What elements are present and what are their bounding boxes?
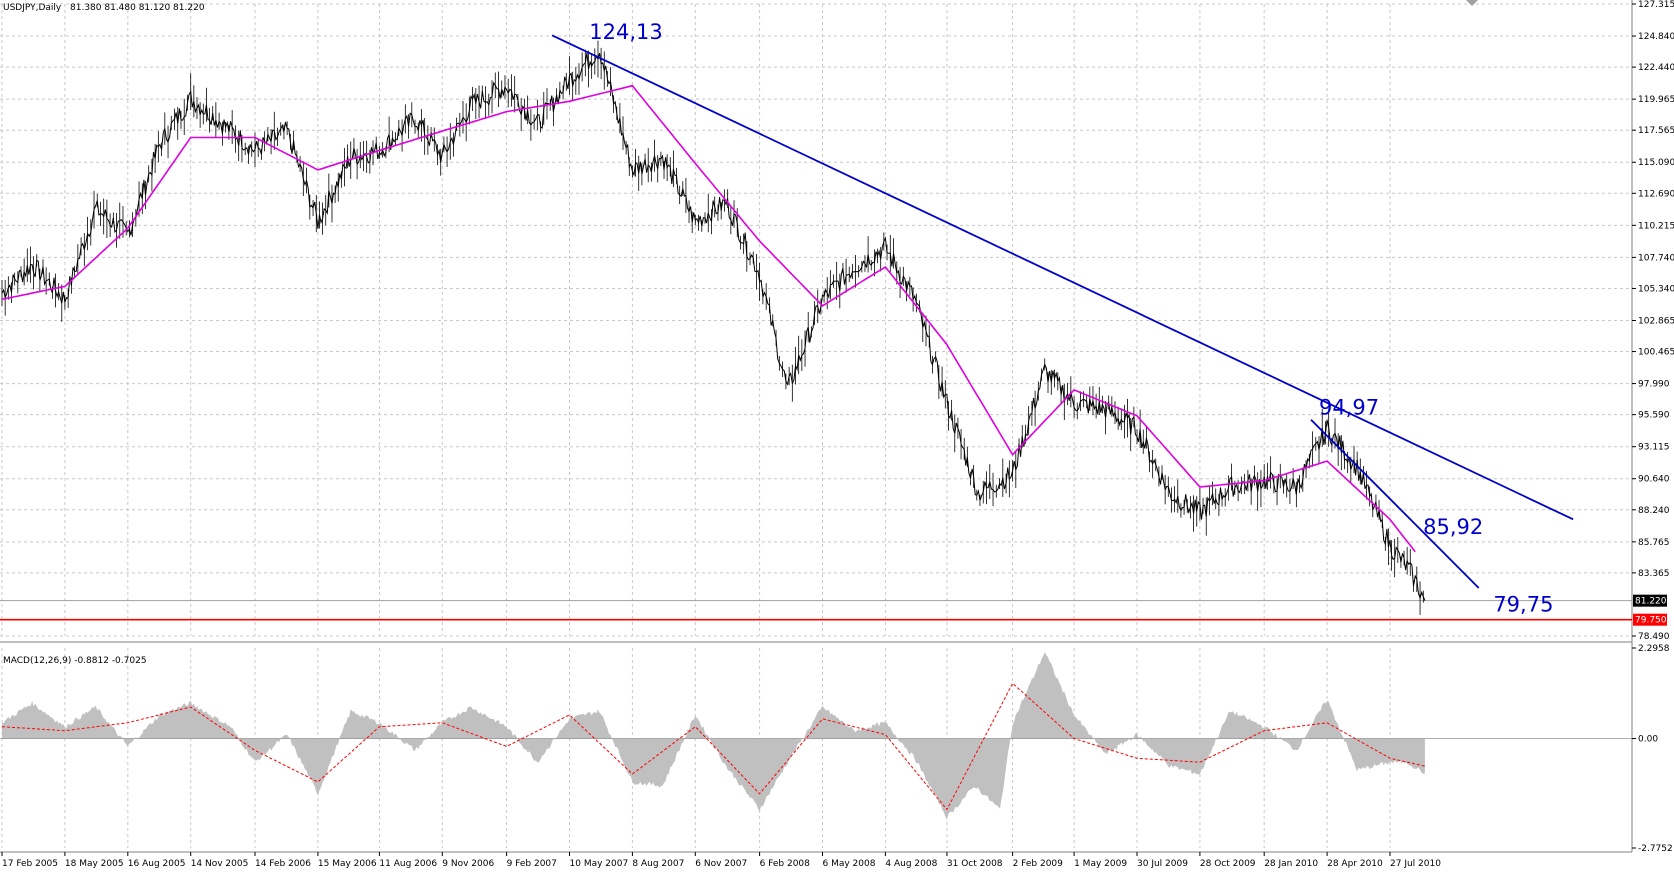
macd-tick-label: -2.7752 — [1638, 844, 1673, 854]
support-price-badge — [1633, 613, 1667, 626]
time-tick-label: 15 May 2006 — [318, 859, 377, 869]
current-price-badge — [1633, 594, 1667, 607]
time-tick-label: 30 Jul 2009 — [1137, 859, 1188, 869]
macd-signal-path — [1, 682, 1426, 811]
time-tick-label: 6 Feb 2008 — [760, 859, 811, 869]
time-tick-label: 11 Aug 2006 — [379, 859, 437, 869]
time-tick-label: 28 Oct 2009 — [1200, 859, 1256, 869]
price-tick-label: 124.840 — [1638, 32, 1674, 42]
price-tick-label: 95.590 — [1638, 411, 1670, 421]
time-tick-label: 28 Apr 2010 — [1327, 859, 1383, 869]
time-tick-label: 17 Feb 2005 — [2, 859, 58, 869]
price-tick-label: 115.090 — [1638, 158, 1674, 168]
time-tick-label: 8 Aug 2007 — [632, 859, 684, 869]
time-tick-label: 4 Aug 2008 — [885, 859, 937, 869]
time-tick-label: 1 May 2009 — [1074, 859, 1127, 869]
macd-axis-labels: 2.2958 0.00 -2.7752 — [1632, 644, 1673, 854]
price-tick-label: 110.215 — [1638, 221, 1674, 231]
macd-histogram-area — [2, 652, 1425, 820]
time-tick-label: 10 May 2007 — [570, 859, 629, 869]
macd-histogram — [2, 652, 1425, 820]
price-tick-label: 83.365 — [1638, 569, 1670, 579]
time-axis-labels: 17 Feb 2005 18 May 2005 16 Aug 2005 14 Nov … — [1, 852, 1441, 869]
time-tick-label: 9 Feb 2007 — [507, 859, 557, 869]
price-line — [1, 52, 1426, 601]
moving-average-series — [1, 84, 1416, 553]
time-tick-label: 6 Nov 2007 — [695, 859, 747, 869]
macd-tick-label: 0.00 — [1638, 735, 1658, 745]
trendlines[interactable] — [551, 34, 1574, 589]
shift-marker-icon[interactable] — [1466, 0, 1478, 6]
price-tick-label: 105.340 — [1638, 284, 1674, 294]
price-annotation: 124,13 — [589, 20, 662, 44]
price-tick-label: 97.990 — [1638, 380, 1670, 390]
time-tick-label: 27 Jul 2010 — [1390, 859, 1441, 869]
price-badge-label: 81.220 — [1635, 597, 1667, 607]
time-tick-label: 31 Oct 2008 — [947, 859, 1003, 869]
time-tick-label: 6 May 2008 — [822, 859, 875, 869]
macd-signal-line — [1, 682, 1426, 811]
price-tick-label: 107.740 — [1638, 253, 1674, 263]
price-annotation: 79,75 — [1493, 593, 1553, 617]
time-tick-label: 2 Feb 2009 — [1013, 859, 1064, 869]
price-tick-label: 78.490 — [1638, 632, 1670, 642]
main-grid — [0, 3, 1632, 637]
trendline — [1310, 419, 1480, 589]
price-series — [1, 40, 1426, 615]
price-tick-label: 102.865 — [1638, 316, 1674, 326]
trendline — [551, 34, 1574, 521]
time-tick-label: 18 May 2005 — [65, 859, 124, 869]
price-tick-label: 112.690 — [1638, 189, 1674, 199]
price-tick-label: 117.565 — [1638, 126, 1674, 136]
horizontal-levels — [0, 600, 1632, 621]
price-axis-labels: 127.315 124.840 122.440 119.965 117.565 115.0… — [1632, 0, 1674, 642]
price-tick-label: 90.640 — [1638, 475, 1670, 485]
price-annotation: 94,97 — [1319, 396, 1379, 420]
price-tick-label: 85.765 — [1638, 538, 1670, 548]
price-badges: 79.750 81.220 — [1633, 594, 1667, 626]
time-tick-label: 14 Nov 2005 — [191, 859, 249, 869]
price-tick-label: 88.240 — [1638, 506, 1670, 516]
price-annotation: 85,92 — [1423, 515, 1483, 539]
time-tick-label: 14 Feb 2006 — [255, 859, 311, 869]
chart-symbol-label: USDJPY,Daily — [3, 3, 62, 13]
price-tick-label: 122.440 — [1638, 63, 1674, 73]
price-tick-label: 127.315 — [1638, 0, 1674, 10]
price-badge-label: 79.750 — [1635, 616, 1667, 626]
moving-average-line — [1, 84, 1416, 553]
macd-indicator-label: MACD(12,26,9) -0.8812 -0.7025 — [3, 656, 147, 666]
time-tick-label: 28 Jan 2010 — [1264, 859, 1318, 869]
price-tick-label: 100.465 — [1638, 348, 1674, 358]
time-tick-label: 9 Nov 2006 — [442, 859, 494, 869]
macd-tick-label: 2.2958 — [1638, 644, 1670, 654]
price-tick-label: 93.115 — [1638, 443, 1670, 453]
time-tick-label: 16 Aug 2005 — [128, 859, 186, 869]
chart-ohlc-readout: 81.380 81.480 81.120 81.220 — [70, 3, 205, 13]
price-annotations: 124,13 94,97 85,92 79,75 — [589, 20, 1553, 616]
price-tick-label: 119.965 — [1638, 95, 1674, 105]
